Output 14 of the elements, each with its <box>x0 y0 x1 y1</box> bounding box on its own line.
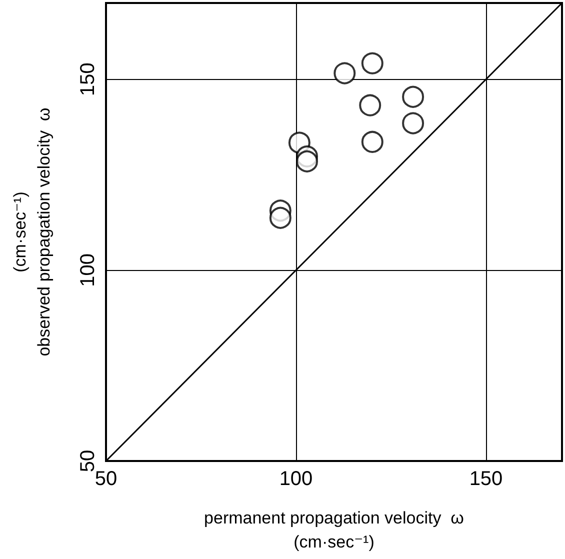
point <box>402 86 424 108</box>
x-tick-label: 100 <box>279 468 313 490</box>
x-tick-label: 150 <box>469 468 503 490</box>
y-tick-label: 150 <box>77 62 99 96</box>
point <box>361 130 384 153</box>
point <box>361 52 384 74</box>
point <box>269 206 292 229</box>
point <box>334 62 356 84</box>
point <box>296 150 318 172</box>
point <box>402 112 424 134</box>
point <box>359 94 382 116</box>
y-tick-label: 100 <box>77 253 99 287</box>
y-axis-title: (cm·sec⁻¹) observed propagation velocity ω <box>10 108 54 356</box>
x-axis-title: permanent propagation velocity ω (cm·sec⁻¹) <box>204 508 464 552</box>
